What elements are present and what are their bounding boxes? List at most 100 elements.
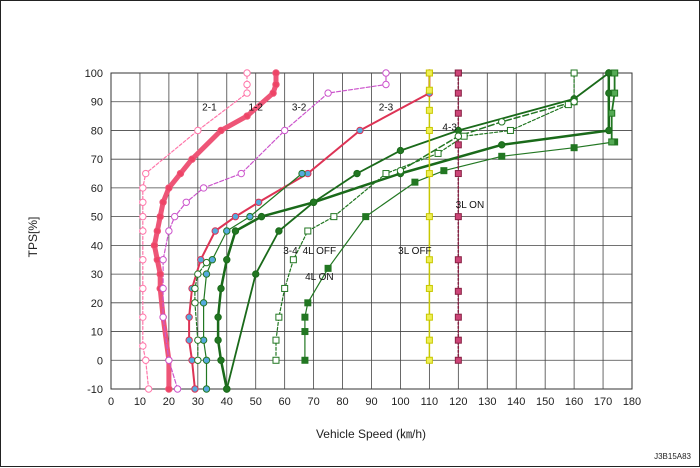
curve-label: 3-4	[283, 246, 298, 257]
data-point	[434, 149, 442, 157]
labels-group: 2-1 1-2 3-2 2-3 4-3 3-4 4L OFF 4L ON 3L OFF 3L ON	[202, 102, 484, 282]
data-point	[382, 170, 390, 178]
x-tick-label: 90	[365, 396, 377, 408]
data-point	[425, 256, 433, 264]
data-point	[454, 287, 462, 295]
x-tick-label: 130	[478, 396, 496, 408]
x-axis-title: Vehicle Speed (㎞/h)	[316, 427, 426, 441]
data-point	[153, 227, 162, 235]
data-point	[425, 106, 433, 114]
data-point	[272, 80, 280, 89]
y-tick-label: 40	[91, 240, 103, 252]
data-point	[150, 241, 159, 250]
x-tick-label: 100	[391, 396, 409, 408]
data-point	[231, 227, 240, 235]
data-point	[142, 356, 150, 364]
data-point	[272, 69, 280, 77]
y-tick-label: 0	[97, 355, 103, 367]
x-tick-label: 40	[221, 396, 233, 408]
x-tick-label: 30	[192, 396, 204, 408]
data-point	[570, 144, 578, 152]
data-point	[454, 356, 462, 364]
data-point	[396, 146, 405, 155]
data-point	[353, 169, 361, 178]
data-point	[570, 69, 578, 77]
y-tick-label: 90	[91, 97, 103, 109]
data-point	[139, 313, 147, 321]
data-point	[608, 138, 616, 146]
data-point	[202, 356, 211, 364]
data-point	[252, 270, 260, 278]
data-point	[182, 198, 190, 206]
data-point	[139, 256, 147, 264]
curve-label: 3L OFF	[398, 246, 432, 257]
data-point	[156, 270, 164, 278]
data-point	[362, 213, 370, 221]
data-point	[211, 227, 219, 235]
series-line-11	[610, 72, 616, 143]
data-point	[170, 212, 179, 221]
curve-label: 4L ON	[305, 272, 334, 283]
data-point	[194, 336, 202, 344]
data-point	[139, 342, 147, 350]
y-tick-label: -10	[87, 384, 103, 396]
data-point	[191, 284, 199, 293]
data-point	[165, 184, 173, 192]
y-tick-label: 30	[91, 269, 103, 281]
data-point	[243, 69, 251, 77]
data-point	[498, 152, 506, 160]
data-point	[356, 126, 364, 135]
data-point	[454, 109, 462, 117]
data-point	[304, 227, 312, 235]
data-point	[243, 80, 251, 89]
data-point	[454, 336, 462, 344]
data-point	[298, 169, 306, 178]
x-tick-label: 180	[623, 396, 641, 408]
x-tick-label: 20	[163, 396, 175, 408]
data-point	[454, 213, 462, 221]
data-point	[139, 212, 147, 221]
grid	[110, 72, 633, 390]
data-point	[498, 141, 506, 149]
data-point	[454, 69, 462, 77]
data-point	[223, 227, 231, 235]
data-point	[605, 126, 613, 135]
y-tick-label: 20	[91, 298, 103, 310]
data-point	[454, 89, 462, 97]
data-point	[304, 299, 312, 307]
data-point	[382, 69, 390, 77]
data-point	[165, 385, 173, 393]
data-point	[194, 270, 202, 278]
data-point	[301, 328, 309, 336]
data-point	[425, 86, 433, 94]
data-point	[611, 69, 619, 77]
data-point	[191, 299, 199, 307]
curve-label: 3-2	[292, 102, 307, 113]
data-point	[272, 356, 280, 364]
data-point	[202, 270, 211, 278]
data-point	[194, 356, 202, 364]
data-point	[280, 126, 289, 135]
data-point	[139, 198, 147, 206]
data-point	[159, 256, 167, 264]
data-point	[188, 155, 196, 163]
data-point	[243, 112, 251, 120]
data-point	[425, 170, 433, 178]
data-point	[411, 178, 419, 186]
data-point	[156, 212, 164, 221]
figure-code: J3B15A83	[654, 452, 691, 461]
data-point	[214, 336, 222, 344]
data-point	[237, 169, 245, 178]
data-point	[425, 213, 433, 221]
x-tick-label: 120	[449, 396, 467, 408]
data-point	[440, 167, 448, 175]
x-tick-label: 110	[421, 396, 439, 408]
data-point	[454, 313, 462, 321]
markers-group	[139, 69, 619, 393]
data-point	[425, 336, 433, 344]
data-point	[454, 256, 462, 264]
data-point	[605, 69, 613, 77]
data-point	[214, 313, 222, 321]
data-point	[570, 98, 578, 106]
